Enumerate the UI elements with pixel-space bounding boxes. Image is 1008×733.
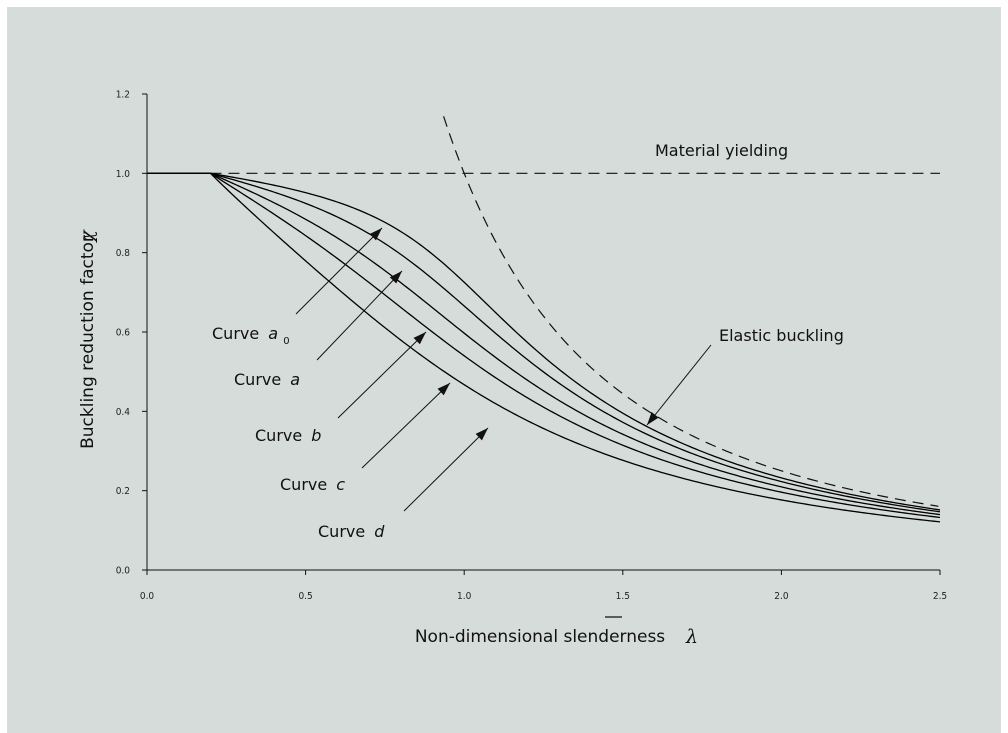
arrow-curve-a-head bbox=[389, 271, 402, 284]
y-tick-label: 1.2 bbox=[116, 90, 130, 101]
curve-a0-label: Curve a 0 bbox=[212, 324, 290, 347]
arrow-curve-a-shaft bbox=[316, 270, 403, 361]
buckling-curves bbox=[147, 172, 941, 523]
y-tick-label: 0.2 bbox=[116, 486, 130, 497]
x-tick-label: 2.0 bbox=[774, 591, 789, 602]
curve-a-label: Curve a bbox=[234, 370, 300, 389]
arrow-curve-a0-head bbox=[369, 228, 382, 241]
arrow-curve-a0-shaft bbox=[295, 227, 383, 315]
x-tick-label: 2.5 bbox=[933, 591, 947, 602]
chart-panel bbox=[7, 7, 1001, 733]
x-tick-label: 0.0 bbox=[140, 591, 155, 602]
arrow-curve-c-head bbox=[437, 383, 450, 396]
y-tick-label: 1.0 bbox=[116, 169, 131, 180]
material-yielding-label: Material yielding bbox=[655, 141, 788, 160]
arrow-curve-c-shaft bbox=[361, 382, 451, 469]
y-tick-label: 0.6 bbox=[116, 328, 131, 339]
curve-b-line bbox=[147, 172, 941, 516]
y-axis-label: Buckling reduction factor bbox=[78, 235, 98, 449]
curve-c-line bbox=[147, 172, 941, 519]
curve-c-label: Curve c bbox=[280, 475, 345, 494]
curve-a-line bbox=[147, 172, 941, 513]
y-tick-label: 0.0 bbox=[116, 566, 131, 577]
curve-d-line bbox=[147, 172, 941, 523]
arrow-elastic-buckling-head bbox=[647, 412, 659, 425]
curve-a0-line bbox=[147, 172, 941, 511]
y-tick-label: 0.4 bbox=[116, 407, 131, 418]
y-tick-label: 0.8 bbox=[116, 248, 131, 259]
y-axis-symbol: χ bbox=[76, 229, 98, 244]
x-tick-label: 0.5 bbox=[298, 591, 312, 602]
reference-lines bbox=[210, 116, 940, 507]
x-axis-symbol: λ bbox=[685, 626, 698, 648]
annotation-arrows bbox=[295, 227, 712, 512]
x-tick-label: 1.0 bbox=[457, 591, 472, 602]
arrow-elastic-buckling-shaft bbox=[646, 344, 712, 426]
arrow-curve-b-shaft bbox=[337, 331, 427, 419]
arrow-curve-d-head bbox=[475, 428, 488, 441]
curve-b-label: Curve b bbox=[255, 426, 321, 445]
x-axis-label: Non-dimensional slenderness bbox=[415, 627, 665, 647]
elastic-buckling-label: Elastic buckling bbox=[719, 326, 844, 345]
x-tick-label: 1.5 bbox=[616, 591, 630, 602]
arrow-curve-d-shaft bbox=[403, 427, 489, 512]
curve-d-label: Curve d bbox=[318, 522, 385, 541]
arrow-curve-b-head bbox=[413, 332, 426, 345]
elastic-buckling-curve bbox=[443, 116, 939, 507]
